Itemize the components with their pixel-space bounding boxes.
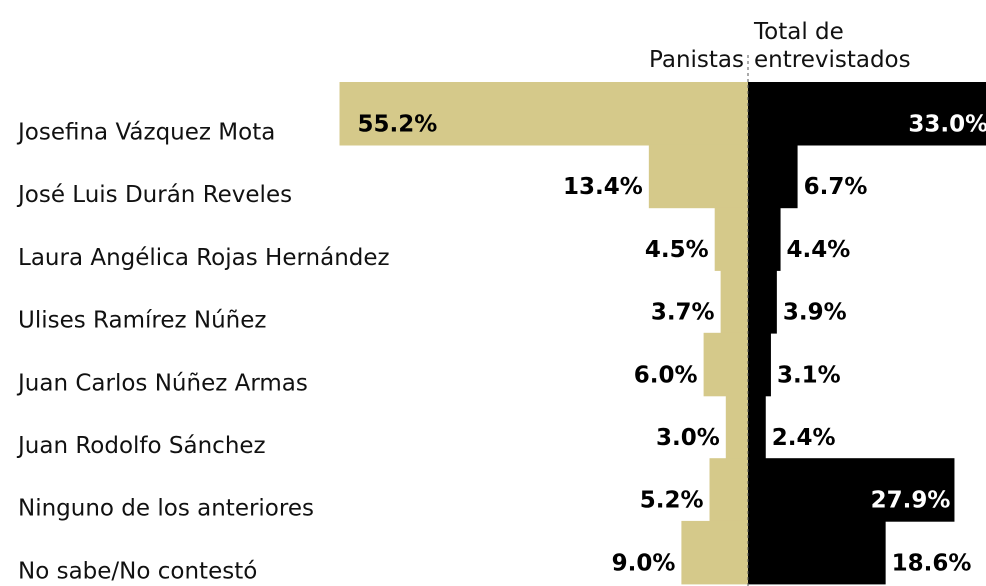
value-label: 18.6% — [892, 550, 972, 576]
value-label: 2.4% — [772, 425, 836, 451]
value-label: 6.0% — [634, 362, 698, 388]
bar — [748, 270, 777, 334]
bar — [648, 144, 748, 209]
legend-left: Panistas — [649, 47, 744, 73]
value-label: 6.7% — [804, 174, 868, 200]
category-label: Laura Angélica Rojas Hernández — [18, 245, 390, 271]
category-label: Josefina Vázquez Mota — [16, 120, 275, 146]
value-label: 3.7% — [651, 300, 715, 326]
category-label: No sabe/No contestó — [18, 558, 257, 584]
category-label: José Luis Durán Reveles — [16, 182, 292, 208]
category-label: Ulises Ramírez Núñez — [18, 308, 266, 334]
bar — [748, 82, 986, 146]
bar — [703, 332, 748, 397]
category-label: Juan Carlos Núñez Armas — [16, 370, 308, 396]
bar — [681, 520, 748, 585]
category-label: Ninguno de los anteriores — [18, 496, 314, 522]
value-label: 3.1% — [777, 362, 841, 388]
value-label: 4.4% — [787, 237, 851, 263]
bar — [748, 207, 781, 271]
bar — [748, 144, 798, 209]
bar — [709, 458, 748, 522]
value-label: 3.9% — [783, 300, 847, 326]
bar — [720, 270, 748, 334]
legend-right: Total de entrevistados — [754, 19, 911, 73]
value-label: 9.0% — [612, 550, 676, 576]
value-label: 3.0% — [656, 425, 720, 451]
value-label: 27.9% — [871, 488, 951, 514]
category-label: Juan Rodolfo Sánchez — [16, 433, 266, 459]
bar — [339, 82, 748, 146]
value-label: 4.5% — [645, 237, 709, 263]
value-label: 13.4% — [563, 174, 643, 200]
bar — [725, 395, 748, 459]
bar — [748, 458, 955, 522]
bar — [748, 332, 771, 397]
bar — [748, 520, 886, 585]
value-label: 5.2% — [640, 488, 704, 514]
value-label: 33.0% — [908, 112, 986, 138]
value-label: 55.2% — [358, 112, 438, 138]
bar — [714, 207, 748, 271]
bar — [748, 395, 766, 459]
